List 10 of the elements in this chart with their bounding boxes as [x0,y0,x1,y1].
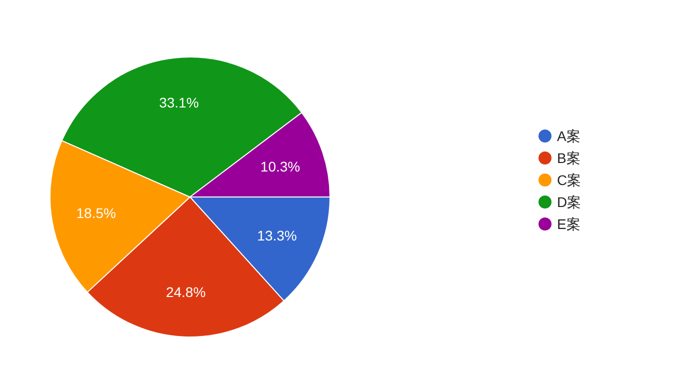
data-label: 13.3% [257,228,297,244]
legend-label: C案 [557,172,582,188]
legend-label: E案 [557,216,580,232]
legend-label: D案 [557,194,582,210]
legend-label: A案 [557,128,580,144]
legend-label: B案 [557,150,580,166]
data-label: 24.8% [166,284,206,300]
data-label: 10.3% [260,158,300,175]
data-label: 18.5% [76,204,116,221]
data-label: 33.1% [159,94,199,110]
